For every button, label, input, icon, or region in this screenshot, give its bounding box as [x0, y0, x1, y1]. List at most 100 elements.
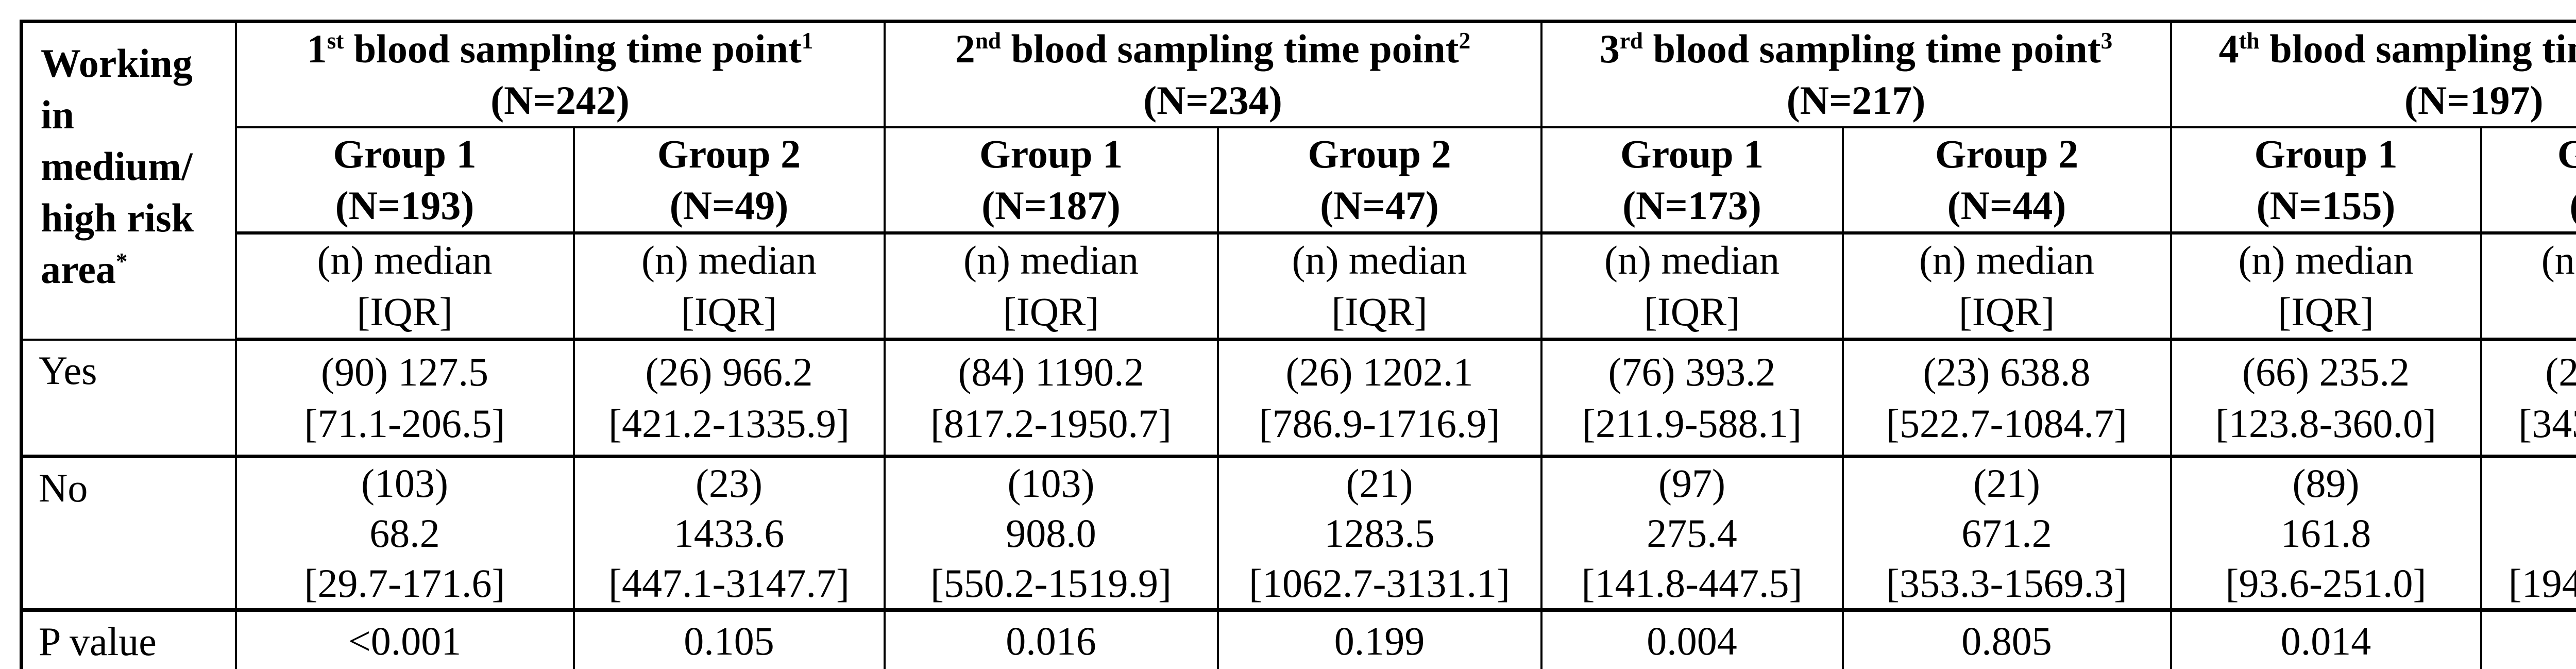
timepoint-n-label: (N=234) [1143, 78, 1282, 123]
stat-header-median: (n) median [1292, 238, 1467, 282]
cell-p-tp3-g1: 0.004 [1540, 609, 1844, 669]
median-value: (23) 458.1 [2545, 349, 2576, 394]
median-value: 1433.6 [673, 511, 785, 556]
stat-header-iqr: [IQR] [1958, 289, 2055, 334]
iqr-value: [211.9-588.1] [1582, 401, 1802, 446]
timepoint-title-text: blood sampling time point [344, 26, 802, 71]
stat-header-median: (n) median [963, 238, 1139, 282]
group-n-label: (N=42) [2483, 180, 2576, 230]
cell-yes-tp3-g1: (76) 393.2 [211.9-588.1] [1540, 338, 1844, 458]
stat-header-median: (n) median [641, 238, 817, 282]
group-name: Group 1 [2254, 131, 2398, 176]
stat-header: (n) median [IQR] [1841, 232, 2172, 341]
page: Working in medium/ high risk area* 1 st b… [0, 20, 2576, 669]
timepoint-n-label: (N=242) [490, 78, 630, 123]
group-name: Group 1 [1620, 131, 1764, 176]
ordinal-suffix: rd [1619, 28, 1643, 54]
stat-header-iqr: [IQR] [1643, 289, 1740, 334]
stat-header-median: (n) median [1919, 238, 2095, 282]
iqr-value: [522.7-1084.7] [1886, 401, 2127, 446]
group-n-label: (N=44) [1947, 183, 2066, 228]
iqr-value: [353.3-1569.3] [1886, 561, 2127, 606]
cell-no-tp4-g2: (19)537.7[194.7-1575.0] [2480, 455, 2576, 612]
stat-header-iqr: [IQR] [2278, 289, 2374, 334]
n-value: (21) [1973, 461, 2040, 506]
cell-p-tp1-g2: 0.105 [572, 609, 886, 669]
median-value: 1283.5 [1324, 511, 1435, 556]
cell-yes-tp4-g1: (66) 235.2 [123.8-360.0] [2170, 338, 2482, 458]
timepoint-title-text: blood sampling time point [1001, 26, 1459, 71]
ordinal-suffix: st [327, 28, 344, 54]
ordinal-number: 4 [2218, 26, 2239, 71]
corner-header-line: Working [41, 41, 193, 86]
footnote-marker: 2 [1459, 28, 1471, 54]
cell-yes-tp1-g1: (90) 127.5 [71.1-206.5] [234, 338, 575, 458]
cell-p-tp3-g2: 0.805 [1841, 609, 2172, 669]
stat-header-median: (n) median [317, 238, 493, 282]
cell-no-tp4-g1: (89) 161.8 [93.6-251.0] [2170, 455, 2482, 612]
row-label-no: No [20, 455, 237, 612]
group-name: Group 1 [979, 131, 1123, 176]
timepoint-header-2nd: 2nd blood sampling time point2 (N=234) [883, 20, 1543, 128]
timepoint-header-4th: 4th blood sampling time point4 (N=197) [2170, 20, 2576, 128]
corner-header-line: in [41, 92, 75, 137]
n-value: (97) [1658, 461, 1725, 506]
stat-header: (n) median [IQR] [2480, 232, 2576, 341]
row-label-p-value: P value [20, 609, 237, 669]
median-value: 161.8 [2280, 511, 2371, 556]
group-header-tp2-g1: Group 1 (N=187) [883, 126, 1219, 235]
n-value: (103) [1007, 461, 1095, 506]
footnote-marker: 3 [2100, 28, 2113, 54]
stat-header-iqr: [IQR] [2483, 286, 2576, 336]
cell-no-tp2-g2: (21) 1283.5 [1062.7-3131.1] [1216, 455, 1543, 612]
stat-header-iqr: [IQR] [357, 289, 453, 334]
group-header-tp1-g1: Group 1 (N=193) [234, 126, 575, 235]
cell-p-tp2-g1: 0.016 [883, 609, 1219, 669]
stat-header-iqr: [IQR] [1331, 289, 1428, 334]
n-value: (89) [2292, 461, 2360, 506]
cell-no-tp3-g2: (21) 671.2 [353.3-1569.3] [1841, 455, 2172, 612]
timepoint-title: 1st blood sampling time point1 [238, 23, 883, 75]
n-value: (103) [361, 461, 448, 506]
row-timepoint-headers: Working in medium/ high risk area* 1 st b… [20, 20, 2576, 341]
iqr-value: [194.7-1575.0] [2508, 561, 2576, 606]
corner-header-line: medium/ [41, 144, 193, 189]
group-name: Group 2 [1935, 131, 2079, 176]
group-n-label: (N=49) [669, 183, 789, 228]
group-n-label: (N=193) [335, 183, 474, 228]
median-value: 68.2 [369, 511, 440, 556]
cell-p-tp4-g2: 0.850 [2480, 609, 2576, 669]
group-n-label: (N=155) [2256, 183, 2396, 228]
iqr-value: [817.2-1950.7] [930, 401, 1172, 446]
stat-header-median: (n) median [2238, 238, 2414, 282]
timepoint-title-text: blood sampling time point [2269, 26, 2576, 71]
iqr-value: [29.7-171.6] [304, 561, 505, 606]
stat-header: (n) median [IQR] [883, 232, 1219, 341]
iqr-value: [93.6-251.0] [2225, 561, 2427, 606]
median-value: (26) 1202.1 [1285, 349, 1473, 394]
corner-header-working-risk-area: Working in medium/ high risk area* [20, 20, 237, 341]
timepoint-title: 2nd blood sampling time point2 [887, 23, 1539, 75]
cell-no-tp1-g1: (103) 68.2 [29.7-171.6] [234, 455, 575, 612]
footnote-marker: 1 [801, 28, 814, 54]
cell-no-tp1-g2: (23) 1433.6 [447.1-3147.7] [572, 455, 886, 612]
group-header-tp4-g1: Group 1 (N=155) [2170, 126, 2482, 235]
ordinal-number: 3 [1599, 26, 1620, 71]
ordinal-number: 2 [955, 26, 975, 71]
stat-header: (n) median [IQR] [572, 232, 886, 341]
iqr-value: [1062.7-3131.1] [1249, 561, 1510, 606]
iqr-value: [447.1-3147.7] [608, 561, 850, 606]
timepoint-title: 3rd blood sampling time point3 [1544, 23, 2169, 75]
corner-header-line-last: area* [41, 244, 230, 295]
row-yes: Yes (90) 127.5 [71.1-206.5] (26) 966.2 [42… [20, 338, 2576, 458]
iqr-value: [786.9-1716.9] [1259, 401, 1500, 446]
iqr-value: [343.0-947.3] [2518, 401, 2576, 446]
median-value: (23) 638.8 [1923, 349, 2091, 394]
group-n-label: (N=187) [981, 183, 1121, 228]
cell-no-tp3-g1: (97) 275.4 [141.8-447.5] [1540, 455, 1844, 612]
group-n-label: (N=47) [1320, 183, 1439, 228]
timepoint-header-1st: 1st blood sampling time point1 (N=242) [234, 20, 886, 128]
cell-yes-tp2-g1: (84) 1190.2 [817.2-1950.7] [883, 338, 1219, 458]
median-value: (76) 393.2 [1608, 349, 1776, 394]
cell-p-tp1-g1: <0.001 [234, 609, 575, 669]
